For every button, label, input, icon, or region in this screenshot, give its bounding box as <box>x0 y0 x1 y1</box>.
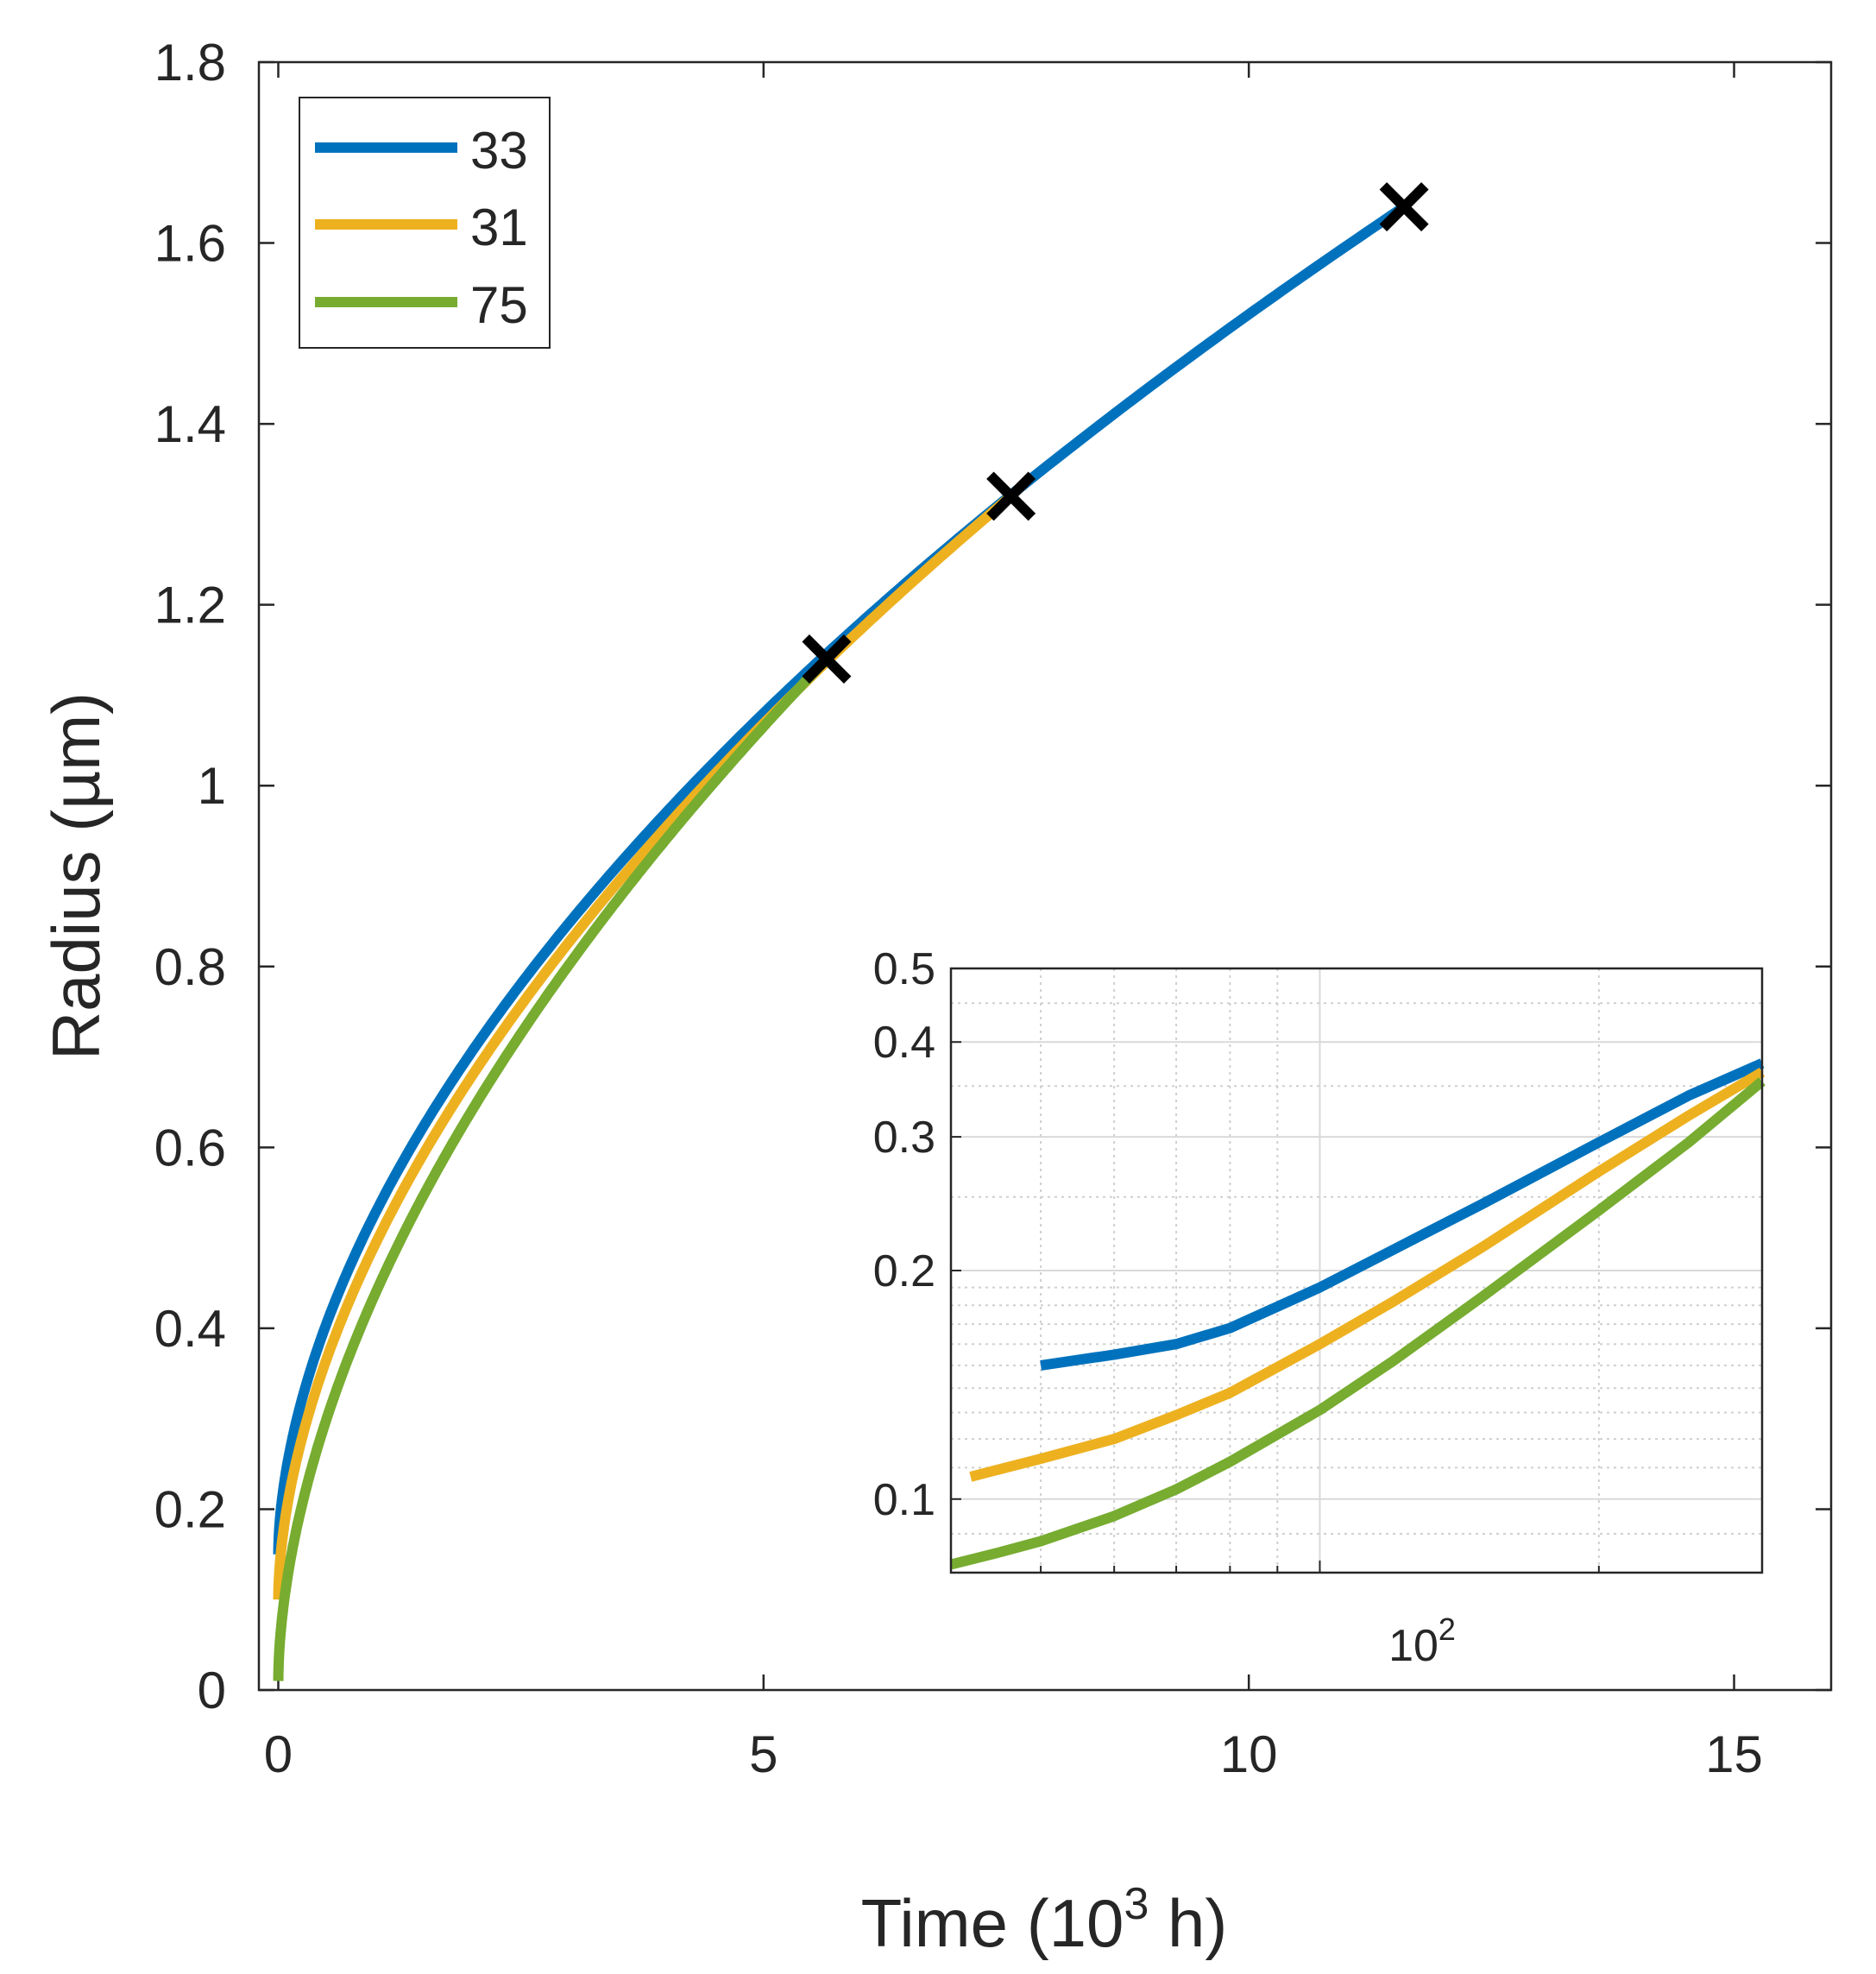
legend-label-31: 31 <box>470 199 528 256</box>
x-marker-2 <box>1379 182 1429 232</box>
y-tick-label: 0.6 <box>154 1119 226 1176</box>
legend-label-75: 75 <box>470 276 528 334</box>
y-tick-label: 1.4 <box>154 395 226 453</box>
inset-y-tick-label: 0.5 <box>873 944 935 994</box>
inset-chart: 0.1 0.2 0.3 0.4 0.5 102 <box>873 944 1766 1671</box>
x-marker-1 <box>986 471 1036 521</box>
x-tick-label: 15 <box>1705 1725 1763 1783</box>
inset-series-line-33 <box>1040 1058 1765 1371</box>
x-axis-label: Time (103 h) <box>861 1879 1228 1961</box>
inset-x-tick-label: 102 <box>1388 1611 1456 1671</box>
inset-y-tick-label: 0.3 <box>873 1113 935 1163</box>
legend: 33 31 75 <box>299 97 551 349</box>
y-tick-label: 1.8 <box>154 34 226 91</box>
y-tick-label: 0 <box>198 1662 226 1719</box>
y-tick-label: 0.8 <box>154 938 226 996</box>
x-tick-label: 10 <box>1220 1725 1278 1783</box>
series-line-33 <box>273 202 1407 1555</box>
inset-y-tick-label: 0.2 <box>873 1246 935 1296</box>
inset-y-tick-label: 0.1 <box>873 1475 935 1525</box>
inset-ticks <box>951 968 1763 1573</box>
x-tick-label: 0 <box>264 1725 293 1783</box>
main-tick-labels: 0 5 10 15 0 0.2 0.4 0.6 0.8 1 1.2 1.4 1.6 1.8 <box>154 34 1763 1783</box>
inset-y-tick-label: 0.4 <box>873 1018 935 1068</box>
y-tick-label: 1.2 <box>154 577 226 634</box>
inset-series-line-31 <box>969 1068 1766 1482</box>
y-tick-label: 0.4 <box>154 1300 226 1358</box>
y-tick-label: 1 <box>198 757 226 815</box>
inset-series-line-75 <box>949 1077 1766 1570</box>
legend-label-33: 33 <box>470 122 528 180</box>
inset-series <box>949 1058 1766 1570</box>
y-axis-label: Radius (µm) <box>38 692 114 1060</box>
y-tick-label: 0.2 <box>154 1480 226 1538</box>
main-markers <box>802 182 1429 684</box>
series-line-75 <box>273 655 831 1681</box>
inset-tick-labels: 0.1 0.2 0.3 0.4 0.5 <box>873 944 935 1525</box>
x-tick-label: 5 <box>749 1725 777 1783</box>
y-tick-label: 1.6 <box>154 215 226 273</box>
x-marker-0 <box>802 634 852 684</box>
